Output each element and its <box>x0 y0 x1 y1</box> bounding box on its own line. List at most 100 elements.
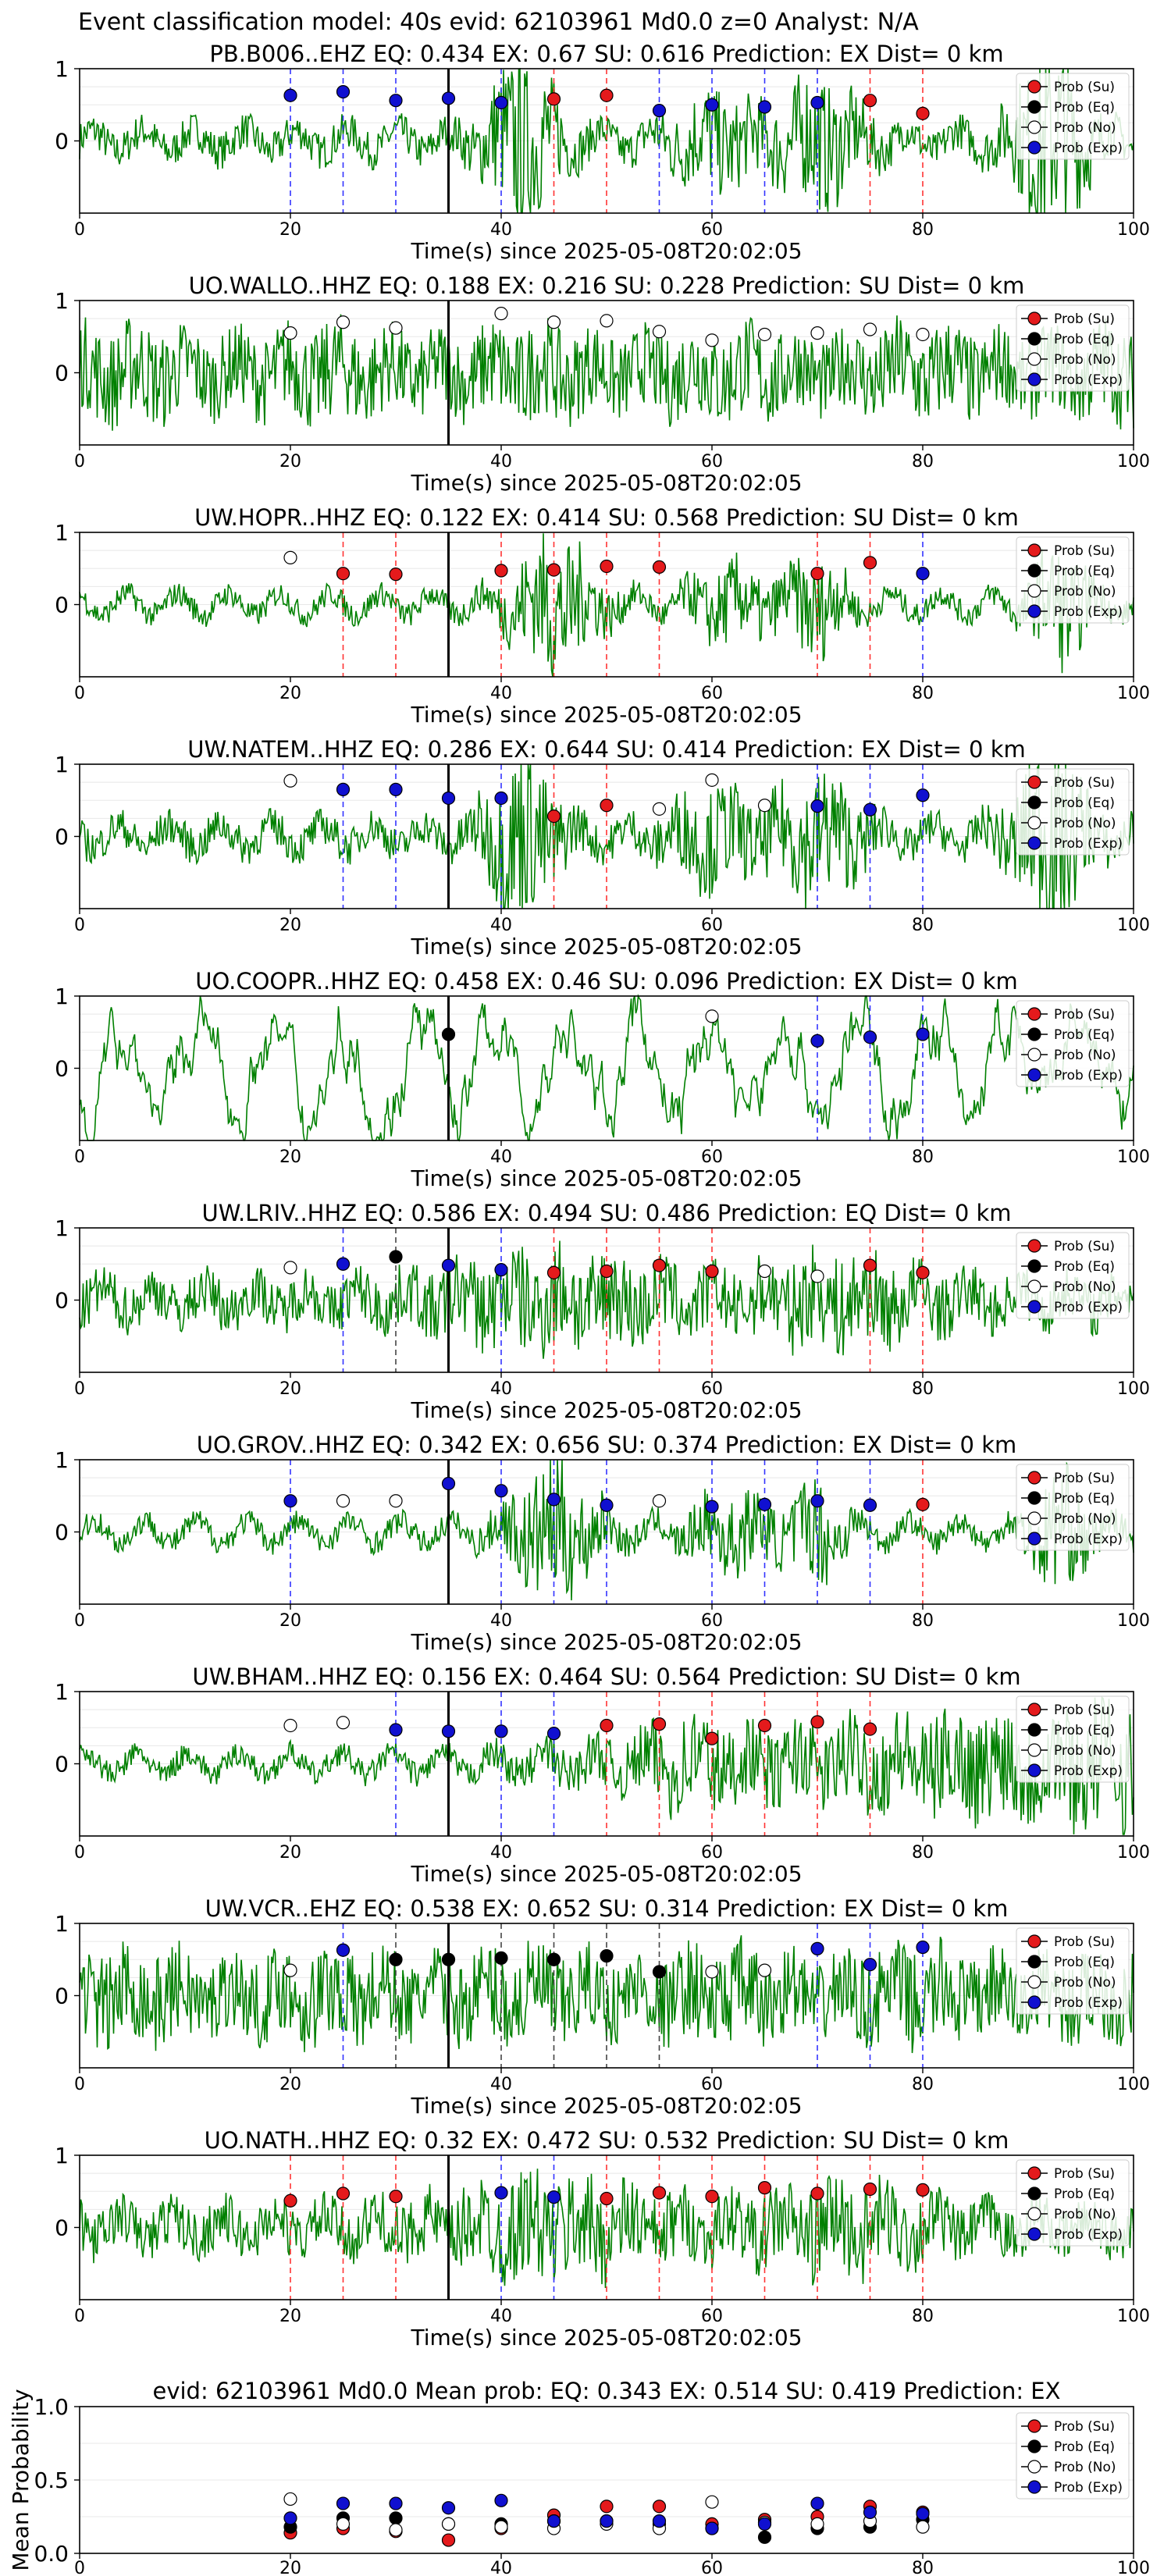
prob-no-marker <box>705 1009 719 1023</box>
x-tick-label: 20 <box>279 2075 301 2094</box>
legend-label: Prob (Eq) <box>1054 2439 1115 2455</box>
x-axis-label: Time(s) since 2025-05-08T20:02:05 <box>410 1629 802 1655</box>
y-tick-label: 0 <box>55 1752 69 1777</box>
legend: Prob (Su) Prob (Eq) Prob (No) Prob (Exp) <box>1016 304 1130 392</box>
legend-label: Prob (Exp) <box>1054 372 1123 388</box>
prob-exp-marker <box>441 1258 456 1272</box>
prob-no-marker <box>389 2523 403 2537</box>
x-tick-label: 40 <box>490 2559 512 2576</box>
prob-exp-marker <box>916 788 930 802</box>
legend-marker <box>1027 1723 1041 1737</box>
prob-exp-marker <box>757 1497 772 1511</box>
legend-marker <box>1027 2480 1041 2494</box>
legend-marker <box>1027 2460 1041 2474</box>
prob-exp-marker <box>810 1941 824 1955</box>
legend-marker <box>1027 1259 1041 1273</box>
prob-exp-marker <box>652 2514 667 2528</box>
legend-marker <box>1027 836 1041 850</box>
x-tick-label: 0 <box>74 1379 85 1399</box>
x-tick-label: 100 <box>1117 2307 1150 2326</box>
prob-su-marker <box>916 1265 930 1279</box>
prob-eq-marker <box>389 1250 403 1264</box>
prob-eq-marker <box>441 1952 456 1966</box>
legend-box <box>1016 1232 1130 1319</box>
legend-label: Prob (Exp) <box>1054 604 1123 620</box>
legend-label: Prob (Su) <box>1054 1934 1115 1950</box>
y-tick-label: 1 <box>55 2143 69 2169</box>
legend-label: Prob (Su) <box>1054 543 1115 559</box>
prob-su-marker <box>336 2186 351 2201</box>
legend-label: Prob (Su) <box>1054 80 1115 95</box>
prob-exp-marker <box>494 95 508 110</box>
legend-marker <box>1027 1068 1041 1082</box>
x-tick-label: 100 <box>1117 684 1150 703</box>
prob-no-marker <box>546 315 561 329</box>
prob-eq-marker <box>494 1951 508 1965</box>
legend-marker <box>1027 564 1041 578</box>
x-tick-label: 80 <box>912 916 934 935</box>
prob-su-marker <box>705 2190 719 2204</box>
legend: Prob (Su) Prob (Eq) Prob (No) Prob (Exp) <box>1016 2412 1130 2500</box>
prob-no-marker <box>705 333 719 347</box>
prob-eq-marker <box>652 1965 667 1979</box>
prob-no-marker <box>757 1264 772 1279</box>
station-panel: UW.LRIV..HHZ EQ: 0.586 EX: 0.494 SU: 0.4… <box>55 1200 1150 1423</box>
prob-no-marker <box>705 773 719 787</box>
legend-marker <box>1027 775 1041 789</box>
prob-exp-marker <box>441 1476 456 1491</box>
prob-no-marker <box>283 550 297 564</box>
prob-su-marker <box>546 1265 561 1279</box>
prob-no-marker <box>757 799 772 813</box>
legend-marker <box>1027 1743 1041 1757</box>
y-tick-label: 1 <box>55 1215 69 1241</box>
legend: Prob (Su) Prob (Eq) Prob (No) Prob (Exp) <box>1016 1000 1130 1087</box>
prob-su-marker <box>863 556 877 570</box>
x-tick-label: 80 <box>912 684 934 703</box>
y-tick-label: 0 <box>55 1520 69 1546</box>
prob-exp-marker <box>441 2501 456 2515</box>
legend-label: Prob (Su) <box>1054 1239 1115 1254</box>
prob-su-marker <box>600 2500 614 2514</box>
prob-no-marker <box>283 774 297 788</box>
legend-label: Prob (Eq) <box>1054 564 1115 579</box>
x-tick-label: 60 <box>701 2307 723 2326</box>
prob-su-marker <box>863 1258 877 1272</box>
x-tick-label: 0 <box>74 452 85 471</box>
x-tick-label: 0 <box>74 1611 85 1631</box>
legend-marker <box>1027 1955 1041 1969</box>
x-tick-label: 80 <box>912 1379 934 1399</box>
prob-no-marker <box>441 2517 456 2531</box>
x-tick-label: 60 <box>701 1843 723 1863</box>
legend-marker <box>1027 1300 1041 1314</box>
x-tick-label: 100 <box>1117 1379 1150 1399</box>
x-tick-label: 80 <box>912 1147 934 1167</box>
y-tick-label: 1 <box>55 1911 69 1937</box>
prob-su-marker <box>600 1264 614 1279</box>
waveform-trace <box>79 314 1134 431</box>
prob-su-marker <box>916 1497 930 1511</box>
prob-exp-marker <box>389 2496 403 2510</box>
x-tick-label: 40 <box>490 1379 512 1399</box>
station-panel: UO.GROV..HHZ EQ: 0.342 EX: 0.656 SU: 0.3… <box>55 1432 1150 1655</box>
legend-marker <box>1027 816 1041 830</box>
y-tick-label: 0 <box>55 1288 69 1314</box>
y-tick-label: 0 <box>55 361 69 386</box>
prob-exp-marker <box>863 1030 877 1044</box>
prob-exp-marker <box>441 91 456 105</box>
x-tick-label: 60 <box>701 684 723 703</box>
prob-no-marker <box>916 327 930 342</box>
x-tick-label: 100 <box>1117 1611 1150 1631</box>
prob-no-marker <box>705 1965 719 1979</box>
prob-exp-marker <box>600 1498 614 1512</box>
station-panel: UW.HOPR..HHZ EQ: 0.122 EX: 0.414 SU: 0.5… <box>55 504 1150 728</box>
x-tick-label: 0 <box>74 1147 85 1167</box>
y-tick-label: 1 <box>55 1447 69 1473</box>
panel-title: UW.LRIV..HHZ EQ: 0.586 EX: 0.494 SU: 0.4… <box>201 1200 1011 1226</box>
y-tick-label: 0.5 <box>34 2467 69 2493</box>
prob-exp-marker <box>600 2514 614 2528</box>
legend-box <box>1016 1927 1130 2015</box>
legend-box <box>1016 1000 1130 1087</box>
prob-exp-marker <box>705 2521 719 2535</box>
x-tick-label: 0 <box>74 2075 85 2094</box>
